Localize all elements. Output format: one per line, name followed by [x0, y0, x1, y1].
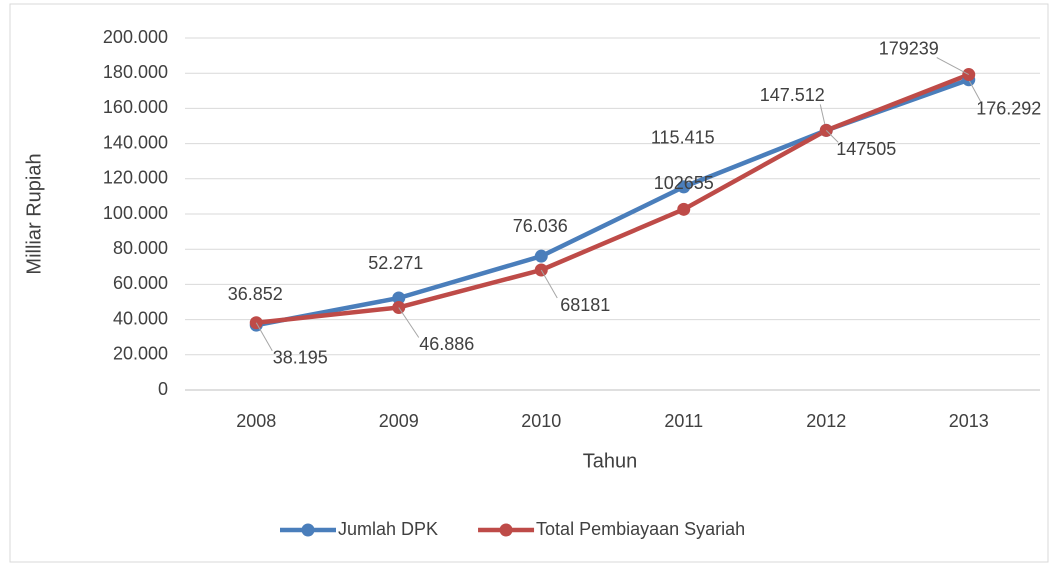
legend-marker: [301, 523, 315, 537]
legend-label: Jumlah DPK: [338, 519, 438, 539]
leader-line: [398, 307, 420, 338]
x-tick-label: 2008: [236, 411, 276, 431]
data-label: 147.512: [760, 85, 825, 105]
data-label: 147505: [836, 139, 896, 159]
data-label: 176.292: [976, 98, 1041, 118]
data-point: [392, 291, 406, 305]
x-tick-label: 2011: [664, 411, 703, 431]
y-tick-label: 180.000: [103, 62, 168, 82]
x-axis-title: Tahun: [583, 450, 638, 472]
y-tick-label: 40.000: [113, 308, 168, 328]
y-tick-label: 200.000: [103, 27, 168, 47]
y-tick-label: 60.000: [113, 273, 168, 293]
data-label: 46.886: [419, 334, 474, 354]
y-tick-label: 0: [158, 379, 168, 399]
y-tick-label: 160.000: [103, 97, 168, 117]
data-label: 38.195: [273, 348, 328, 368]
x-tick-label: 2013: [949, 411, 989, 431]
y-tick-label: 20.000: [113, 344, 168, 364]
chart-frame: [9, 3, 1049, 563]
data-label: 102655: [654, 173, 714, 193]
data-label: 76.036: [513, 216, 568, 236]
leader-line: [968, 79, 982, 102]
legend-marker: [499, 523, 513, 537]
x-tick-label: 2010: [521, 411, 561, 431]
y-axis-title: Milliar Rupiah: [23, 153, 45, 274]
data-label: 68181: [560, 295, 610, 315]
legend-label: Total Pembiayaan Syariah: [536, 519, 745, 539]
data-label: 115.415: [651, 128, 715, 148]
data-label: 36.852: [228, 284, 283, 304]
leader-line: [540, 269, 558, 299]
data-point: [677, 202, 691, 216]
x-tick-label: 2012: [806, 411, 846, 431]
y-tick-label: 120.000: [103, 168, 168, 188]
leader-line: [936, 57, 969, 75]
data-label: 52.271: [368, 253, 423, 273]
series-line: [256, 72, 970, 326]
leader-line: [825, 130, 839, 143]
leader-line: [255, 322, 273, 352]
y-tick-label: 80.000: [113, 238, 168, 258]
y-tick-label: 140.000: [103, 132, 168, 152]
x-tick-label: 2009: [379, 411, 419, 431]
data-label: 179239: [879, 38, 939, 58]
y-tick-label: 100.000: [103, 203, 168, 223]
data-point: [677, 180, 691, 194]
data-point: [534, 249, 548, 263]
